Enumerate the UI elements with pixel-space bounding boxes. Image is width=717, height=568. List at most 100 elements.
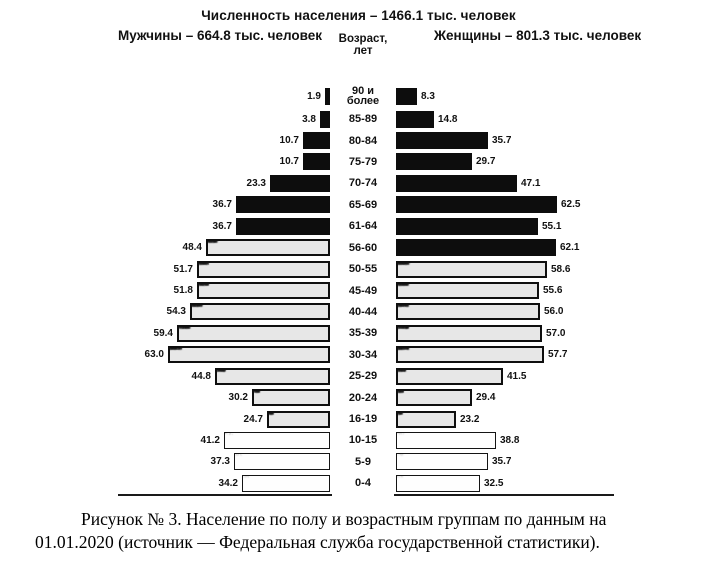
men-value-label: 48.4 — [182, 242, 202, 254]
age-group-label: 75-79 — [348, 155, 378, 168]
women-value-label: 47.1 — [521, 177, 541, 189]
men-bar — [197, 260, 330, 278]
pyramid-row: 30.2 20-24 29.4 — [118, 387, 618, 408]
women-bar-texture — [397, 432, 495, 448]
women-total-label: Женщины – 801.3 тыс. человек — [433, 28, 642, 43]
men-value-label: 37.3 — [210, 456, 230, 468]
men-bar — [303, 132, 330, 150]
men-bar-texture — [208, 241, 328, 255]
women-value-label: 58.6 — [551, 263, 571, 275]
women-cell: 35.7 — [396, 453, 618, 471]
age-group-label: 16-19 — [348, 413, 378, 426]
women-bar-texture — [398, 348, 542, 362]
women-bar — [396, 431, 496, 449]
women-bar — [396, 196, 557, 214]
men-value-label: 59.4 — [153, 327, 173, 339]
men-bar — [267, 410, 330, 428]
men-cell: 1.9 — [118, 87, 330, 105]
women-value-label: 55.6 — [543, 285, 563, 296]
women-bar — [396, 132, 488, 150]
age-group-label: 80-84 — [348, 134, 378, 147]
men-bar — [206, 239, 330, 257]
women-cell: 62.5 — [396, 196, 618, 214]
men-bar-texture — [199, 284, 328, 297]
men-value-label: 51.8 — [173, 285, 193, 296]
age-group-label: 85-89 — [348, 113, 378, 126]
women-cell: 29.4 — [396, 389, 618, 407]
women-bar — [396, 346, 544, 364]
men-bar — [242, 474, 330, 492]
women-cell: 55.1 — [396, 217, 618, 235]
men-bar — [197, 282, 330, 299]
women-cell: 56.0 — [396, 303, 618, 321]
pyramid-rows: 1.9 90 и более 8.3 3.8 85-89 14.8 10.7 80-84 35.… — [118, 84, 618, 494]
pyramid-row: 54.3 40-44 56.0 — [118, 301, 618, 322]
men-cell: 54.3 — [118, 303, 330, 321]
women-value-label: 8.3 — [421, 90, 435, 102]
men-value-label: 1.9 — [307, 90, 321, 102]
men-cell: 44.8 — [118, 367, 330, 385]
women-bar-texture — [398, 305, 538, 319]
women-cell: 55.6 — [396, 282, 618, 299]
women-cell: 23.2 — [396, 410, 618, 428]
women-bar — [396, 174, 517, 192]
women-bar-texture — [398, 412, 454, 426]
men-bar — [236, 217, 330, 235]
pyramid-row: 37.3 5-9 35.7 — [118, 451, 618, 472]
age-group-label: 45-49 — [348, 284, 378, 297]
women-cell: 35.7 — [396, 132, 618, 150]
pyramid-row: 41.2 10-15 38.8 — [118, 430, 618, 451]
men-cell: 3.8 — [118, 110, 330, 128]
pyramid-row: 10.7 80-84 35.7 — [118, 130, 618, 151]
men-cell: 10.7 — [118, 153, 330, 171]
men-bar-texture — [179, 326, 328, 340]
men-total-label: Мужчины – 664.8 тыс. человек — [117, 28, 323, 43]
men-value-label: 51.7 — [173, 263, 193, 275]
women-value-label: 56.0 — [544, 306, 564, 318]
age-axis-title-line2: лет — [353, 45, 373, 57]
women-value-label: 23.2 — [460, 413, 480, 425]
women-value-label: 41.5 — [507, 370, 527, 382]
pyramid-row: 1.9 90 и более 8.3 — [118, 84, 618, 108]
pyramid-row: 23.3 70-74 47.1 — [118, 173, 618, 194]
men-value-label: 44.8 — [191, 370, 211, 382]
women-value-label: 57.0 — [546, 327, 566, 339]
men-value-label: 41.2 — [200, 434, 220, 446]
pyramid-row: 10.7 75-79 29.7 — [118, 151, 618, 172]
pyramid-row: 34.2 0-4 32.5 — [118, 473, 618, 494]
women-value-label: 32.5 — [484, 477, 504, 489]
women-bar — [396, 239, 556, 257]
pyramid-row: 51.7 50-55 58.6 — [118, 258, 618, 279]
women-bar — [396, 453, 488, 471]
pyramid-row: 36.7 65-69 62.5 — [118, 194, 618, 215]
men-value-label: 24.7 — [243, 413, 263, 425]
age-group-label: 5-9 — [355, 455, 371, 468]
men-bar — [303, 153, 330, 171]
men-bar-texture — [269, 412, 328, 426]
women-bar-texture — [397, 475, 479, 491]
men-value-label: 34.2 — [218, 477, 238, 489]
men-cell: 41.2 — [118, 431, 330, 449]
men-bar — [320, 110, 330, 128]
women-cell: 8.3 — [396, 87, 618, 105]
men-value-label: 30.2 — [228, 392, 248, 404]
chart-title: Численность населения – 1466.1 тыс. чело… — [201, 8, 516, 23]
women-bar-texture — [398, 326, 540, 340]
age-group-label: 25-29 — [348, 370, 378, 383]
men-value-label: 54.3 — [166, 306, 186, 318]
age-group-label: 35-39 — [348, 327, 378, 340]
women-cell: 57.7 — [396, 346, 618, 364]
pyramid-row: 59.4 35-39 57.0 — [118, 323, 618, 344]
baseline-right — [394, 494, 614, 496]
women-cell: 32.5 — [396, 474, 618, 492]
men-value-label: 23.3 — [246, 177, 266, 189]
age-group-label: 0-4 — [355, 477, 371, 490]
men-bar-texture — [235, 454, 329, 470]
men-bar-texture — [192, 305, 328, 319]
age-axis-title: Возраст, лет — [327, 33, 399, 57]
men-cell: 48.4 — [118, 239, 330, 257]
age-group-label: 90 и более — [346, 85, 380, 108]
women-cell: 47.1 — [396, 174, 618, 192]
women-value-label: 35.7 — [492, 456, 512, 468]
